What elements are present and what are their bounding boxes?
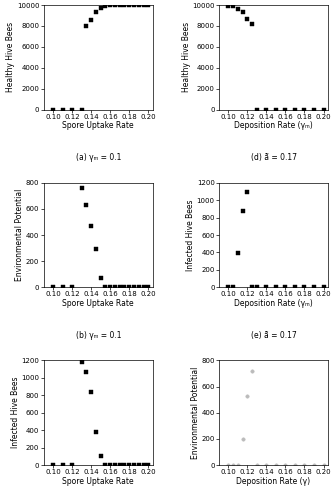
Y-axis label: Environmental Potential: Environmental Potential xyxy=(191,366,200,459)
Y-axis label: Infected Hive Bees: Infected Hive Bees xyxy=(11,377,20,448)
Text: (e) ā̃ = 0.17: (e) ā̃ = 0.17 xyxy=(251,331,296,340)
Text: (b) γₘ = 0.1: (b) γₘ = 0.1 xyxy=(76,331,121,340)
X-axis label: Deposition Rate (γ): Deposition Rate (γ) xyxy=(237,476,311,486)
Text: (d) ā̃ = 0.17: (d) ā̃ = 0.17 xyxy=(251,154,296,162)
X-axis label: Spore Uptake Rate: Spore Uptake Rate xyxy=(63,299,134,308)
Y-axis label: Healthy Hive Bees: Healthy Hive Bees xyxy=(182,22,191,92)
X-axis label: Spore Uptake Rate: Spore Uptake Rate xyxy=(63,121,134,130)
Y-axis label: Environmental Potential: Environmental Potential xyxy=(15,189,24,281)
Text: (a) γₘ = 0.1: (a) γₘ = 0.1 xyxy=(76,154,121,162)
X-axis label: Deposition Rate (γₘ): Deposition Rate (γₘ) xyxy=(234,121,313,130)
X-axis label: Deposition Rate (γₘ): Deposition Rate (γₘ) xyxy=(234,299,313,308)
Y-axis label: Healthy Hive Bees: Healthy Hive Bees xyxy=(6,22,15,92)
X-axis label: Spore Uptake Rate: Spore Uptake Rate xyxy=(63,476,134,486)
Y-axis label: Infected Hive Bees: Infected Hive Bees xyxy=(186,199,195,271)
